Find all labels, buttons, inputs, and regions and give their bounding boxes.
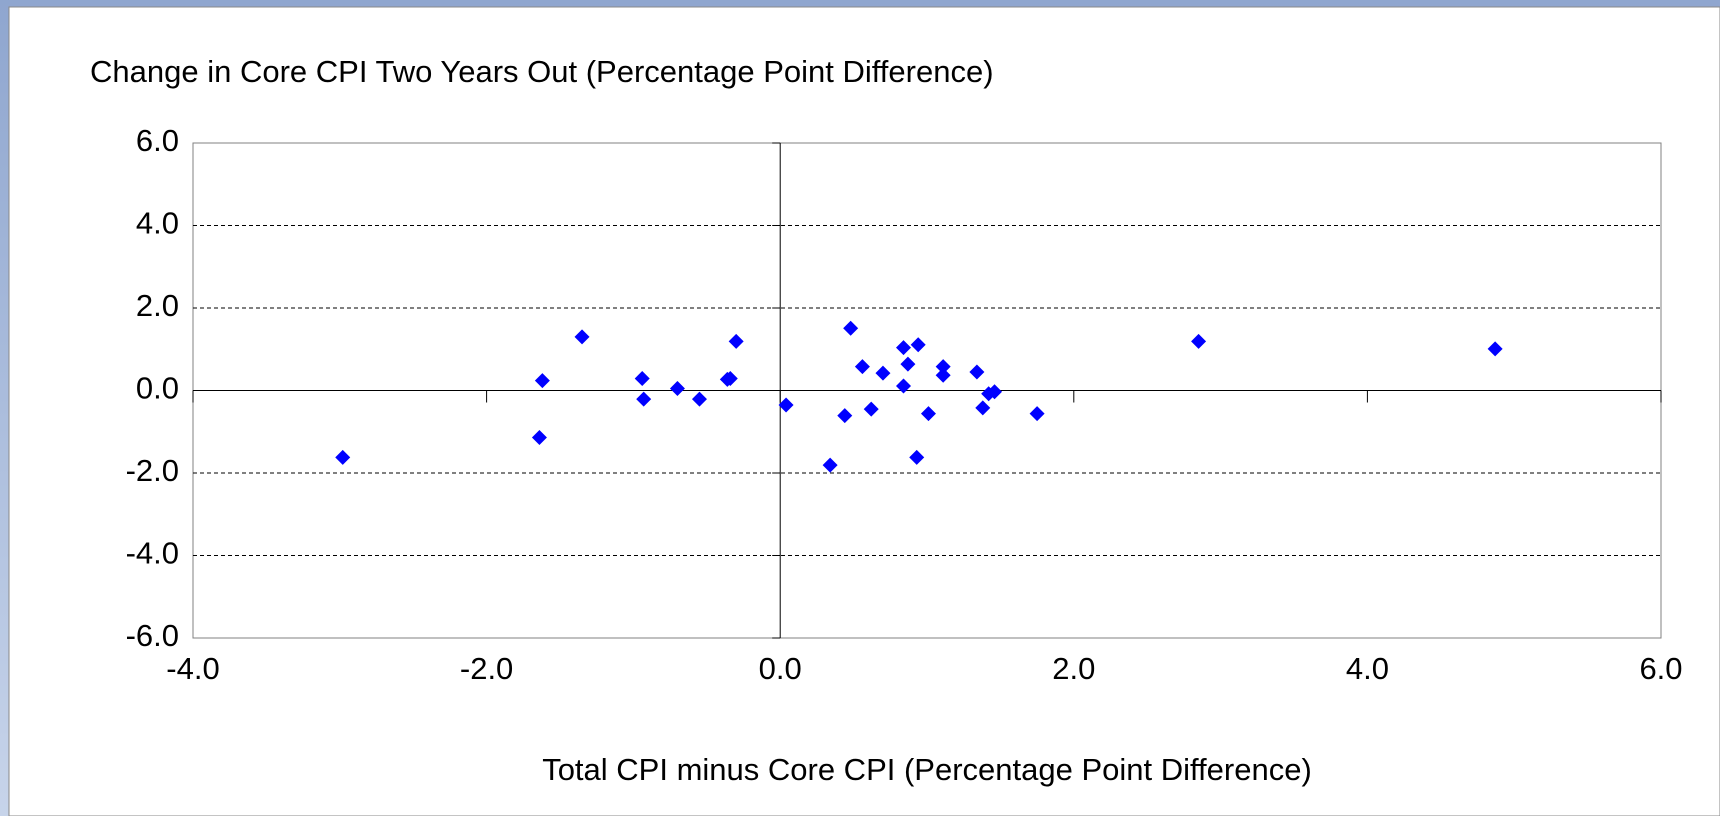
y-tick-label: -6.0 [126, 618, 179, 653]
data-point [969, 364, 985, 380]
y-tick-label: 6.0 [136, 123, 179, 158]
data-point [728, 333, 744, 349]
data-point [875, 365, 891, 381]
x-tick-label: 0.0 [759, 651, 802, 686]
x-axis-label: Total CPI minus Core CPI (Percentage Poi… [542, 752, 1312, 787]
data-point [920, 406, 936, 422]
y-tick-label: -4.0 [126, 536, 179, 571]
data-point [975, 400, 991, 416]
data-point [669, 380, 685, 396]
y-tick-label: 4.0 [136, 206, 179, 241]
y-tick-label: 0.0 [136, 371, 179, 406]
data-point [900, 356, 916, 372]
data-point [837, 408, 853, 424]
data-point [1191, 333, 1207, 349]
data-point [863, 401, 879, 417]
data-point [634, 371, 650, 387]
x-tick-label: 4.0 [1346, 651, 1389, 686]
chart-title: Change in Core CPI Two Years Out (Percen… [90, 54, 994, 89]
data-point [822, 457, 838, 473]
x-tick-label: -4.0 [166, 651, 219, 686]
data-point [1487, 341, 1503, 357]
data-point [778, 397, 794, 413]
data-point [722, 371, 738, 387]
data-point [691, 391, 707, 407]
y-tick-label: -2.0 [126, 453, 179, 488]
data-point [534, 373, 550, 389]
y-tick-label: 2.0 [136, 288, 179, 323]
data-point [896, 378, 912, 394]
data-point [935, 367, 951, 383]
data-point [335, 449, 351, 465]
data-point [935, 359, 951, 375]
data-point [1029, 406, 1045, 422]
x-tick-label: -2.0 [460, 651, 513, 686]
data-point [987, 384, 1003, 400]
data-point [843, 320, 859, 336]
data-point [896, 340, 912, 356]
data-point [636, 391, 652, 407]
data-point [854, 359, 870, 375]
x-tick-label: 6.0 [1639, 651, 1682, 686]
x-tick-label: 2.0 [1052, 651, 1095, 686]
data-point [531, 430, 547, 446]
data-point [909, 449, 925, 465]
data-point [910, 337, 926, 353]
data-point [574, 329, 590, 345]
